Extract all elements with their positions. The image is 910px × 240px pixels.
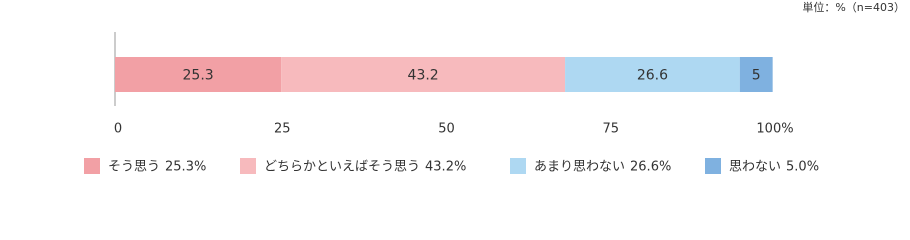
legend-swatch — [510, 158, 526, 174]
legend-value: 25.3% — [165, 160, 206, 175]
legend-value: 43.2% — [425, 160, 466, 175]
legend-swatch — [84, 158, 100, 174]
bar-label: 26.6 — [637, 68, 668, 84]
legend-swatch — [240, 158, 256, 174]
bar-label: 43.2 — [408, 68, 439, 84]
bar-segment — [565, 57, 740, 92]
chart: 単位：%（n=403） 0 25 50 75 100% 25.3 43.2 26.6 5 そう思う… — [84, 0, 905, 175]
bar-segment — [739, 57, 773, 92]
unit-note: 単位：%（n=403） — [802, 0, 905, 14]
x-tick-label: 75 — [602, 122, 619, 137]
legend-label: どちらかといえばそう思う — [264, 160, 420, 175]
legend-label: そう思う — [108, 160, 160, 175]
bar-label: 5 — [752, 68, 761, 84]
bar-segment — [115, 57, 282, 92]
legend-value: 5.0% — [786, 160, 819, 175]
legend-label: 思わない — [729, 160, 781, 175]
x-tick-label: 0 — [114, 122, 122, 137]
x-tick-label: 100% — [756, 122, 793, 137]
x-tick-label: 25 — [274, 122, 291, 137]
legend-value: 26.6% — [630, 160, 671, 175]
x-tick-label: 50 — [438, 122, 455, 137]
legend-label: あまり思わない — [534, 160, 625, 175]
legend-swatch — [705, 158, 721, 174]
bar-label: 25.3 — [183, 68, 214, 84]
bar-segment — [281, 57, 566, 92]
page: 単位：%（n=403） 0 25 50 75 100% 25.3 43.2 26.6 5 そう思う… — [84, 0, 905, 175]
